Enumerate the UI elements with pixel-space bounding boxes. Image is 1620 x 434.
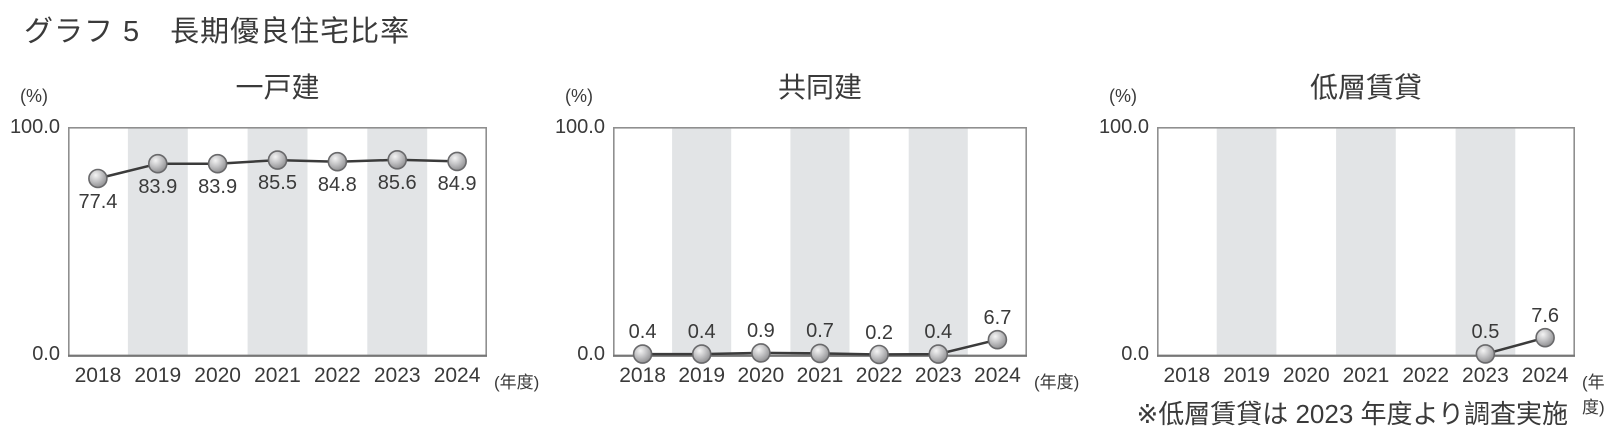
data-label-2023: 85.6 bbox=[377, 171, 417, 194]
data-label-2019: 0.4 bbox=[687, 321, 716, 344]
data-label-2018: 0.4 bbox=[628, 321, 657, 344]
x-tick-label-2019: 2019 bbox=[678, 364, 726, 387]
x-tick-label-2018: 2018 bbox=[619, 364, 666, 387]
data-point-2021 bbox=[810, 343, 830, 364]
grid-band-2023 bbox=[1455, 128, 1516, 355]
x-tick-label-2019: 2019 bbox=[1223, 364, 1270, 387]
grid-band-2019 bbox=[1216, 128, 1277, 355]
x-tick-label-2022: 2022 bbox=[313, 364, 361, 387]
data-label-2018: 77.4 bbox=[78, 190, 118, 213]
x-tick-label-2021: 2021 bbox=[796, 364, 844, 387]
data-point-2024 bbox=[987, 329, 1008, 350]
plot-area-2 bbox=[613, 127, 1027, 365]
grid-band-2021 bbox=[790, 128, 850, 355]
y-axis-min-label: 0.0 bbox=[32, 343, 60, 365]
x-tick-label-2024: 2024 bbox=[433, 364, 481, 387]
data-point-2019 bbox=[691, 344, 712, 364]
plot-area-1 bbox=[68, 127, 487, 357]
chart-title-1: 一戸建 bbox=[235, 72, 320, 103]
data-label-2024: 84.9 bbox=[437, 173, 477, 196]
x-tick-label-2023: 2023 bbox=[914, 364, 962, 387]
data-point-2022 bbox=[327, 151, 348, 172]
x-tick-label-2023: 2023 bbox=[1462, 364, 1509, 387]
grid-band-2019 bbox=[672, 128, 732, 355]
data-point-2020 bbox=[751, 343, 771, 363]
x-tick-label-2023: 2023 bbox=[373, 364, 421, 387]
x-tick-label-2022: 2022 bbox=[1402, 364, 1450, 387]
data-point-2019 bbox=[148, 153, 168, 174]
data-point-2024 bbox=[1535, 327, 1555, 348]
data-label-2021: 0.7 bbox=[806, 320, 834, 343]
page-title: グラフ 5 長期優良住宅比率 bbox=[24, 16, 411, 48]
data-label-2022: 0.2 bbox=[865, 321, 894, 344]
grid-band-2023 bbox=[908, 128, 968, 355]
x-tick-label-2020: 2020 bbox=[737, 364, 785, 387]
data-point-2018 bbox=[632, 344, 653, 364]
footnote: ※低層賃貸は 2023 年度より調査実施 bbox=[1136, 399, 1568, 429]
y-axis-min-label: 0.0 bbox=[577, 343, 605, 365]
data-label-2022: 84.8 bbox=[317, 173, 357, 196]
data-line bbox=[1485, 336, 1546, 356]
data-point-2023 bbox=[387, 149, 408, 170]
y-axis-unit-label: (%) bbox=[1109, 86, 1137, 106]
y-axis-max-label: 100.0 bbox=[9, 116, 60, 138]
data-label-2024: 7.6 bbox=[1531, 304, 1560, 327]
data-point-2021 bbox=[267, 150, 288, 170]
data-label-2019: 83.9 bbox=[138, 175, 178, 198]
grid-band-2021 bbox=[1336, 128, 1396, 355]
data-label-2020: 0.9 bbox=[746, 319, 775, 342]
x-tick-label-2020: 2020 bbox=[194, 364, 241, 387]
data-point-2020 bbox=[207, 153, 228, 174]
x-tick-label-2024: 2024 bbox=[974, 364, 1021, 387]
data-label-2024: 6.7 bbox=[983, 306, 1012, 329]
data-label-2023: 0.4 bbox=[924, 321, 953, 344]
x-tick-label-2018: 2018 bbox=[74, 364, 122, 387]
x-tick-label-2024: 2024 bbox=[1521, 364, 1569, 387]
x-tick-label-2022: 2022 bbox=[855, 364, 903, 387]
data-point-2023 bbox=[1475, 344, 1496, 364]
x-axis-unit-label: (年度) bbox=[1034, 373, 1080, 392]
x-tick-label-2018: 2018 bbox=[1163, 364, 1211, 387]
data-point-2023 bbox=[928, 344, 949, 364]
x-tick-label-2020: 2020 bbox=[1282, 364, 1330, 387]
x-tick-label-2021: 2021 bbox=[1342, 364, 1390, 387]
y-axis-unit-label: (%) bbox=[20, 86, 48, 106]
chart-title-3: 低層賃貸 bbox=[1309, 72, 1422, 103]
y-axis-max-label: 100.0 bbox=[1098, 116, 1149, 138]
data-point-2024 bbox=[447, 151, 467, 172]
x-axis-unit-label: (年度) bbox=[1582, 373, 1605, 417]
x-axis-unit-label: (年度) bbox=[494, 373, 540, 392]
chart-title-2: 共同建 bbox=[777, 72, 862, 103]
data-point-2018 bbox=[88, 168, 108, 189]
data-label-2021: 85.5 bbox=[258, 172, 297, 195]
data-point-2022 bbox=[869, 344, 889, 365]
y-axis-unit-label: (%) bbox=[565, 86, 593, 106]
x-tick-label-2019: 2019 bbox=[134, 364, 182, 387]
y-axis-max-label: 100.0 bbox=[554, 116, 605, 138]
data-label-2023: 0.5 bbox=[1471, 320, 1500, 343]
data-label-2020: 83.9 bbox=[198, 175, 238, 198]
plot-area-3 bbox=[1157, 127, 1575, 364]
x-tick-label-2021: 2021 bbox=[254, 364, 301, 387]
y-axis-min-label: 0.0 bbox=[1121, 343, 1149, 365]
